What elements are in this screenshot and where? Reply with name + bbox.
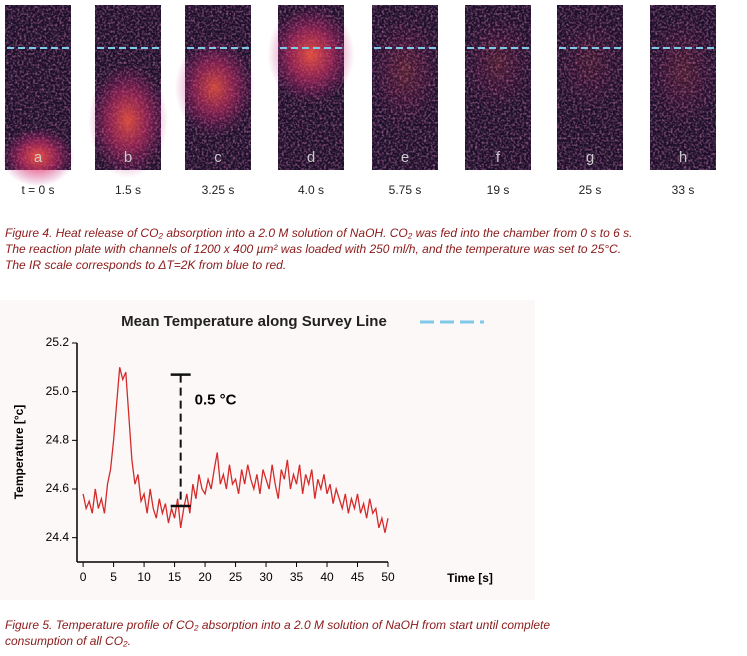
panel-time: 5.75 s <box>389 183 422 197</box>
panel-letter: c <box>214 149 222 166</box>
x-tick-label: 30 <box>259 570 273 584</box>
annotation: 0.5 °C <box>195 392 237 409</box>
panel-letter: a <box>34 149 43 166</box>
x-tick-label: 10 <box>137 570 151 584</box>
x-tick-label: 0 <box>80 570 87 584</box>
panel-time: 25 s <box>579 183 602 197</box>
y-tick-label: 24.4 <box>46 530 70 544</box>
x-axis-label: Time [s] <box>447 571 493 585</box>
panel-letter: e <box>401 149 409 166</box>
panel-time: 4.0 s <box>298 183 324 197</box>
panel-time: 1.5 s <box>115 183 141 197</box>
panel-time: 3.25 s <box>202 183 235 197</box>
y-tick-label: 24.6 <box>46 481 70 495</box>
ir-hotspot <box>553 13 627 113</box>
panel-letter: h <box>679 149 687 166</box>
panel-letter: b <box>124 149 132 166</box>
ir-hotspot <box>174 38 255 137</box>
panel-time: 33 s <box>672 183 695 197</box>
data-line <box>82 367 389 533</box>
chart-background <box>0 300 535 600</box>
x-tick-label: 20 <box>198 570 212 584</box>
caption-line: Figure 4. Heat release of CO₂ absorption… <box>5 226 632 240</box>
y-tick-label: 24.8 <box>46 433 70 447</box>
x-tick-label: 5 <box>110 570 117 584</box>
panel-letter: f <box>496 149 501 166</box>
caption-line: The IR scale corresponds to ΔT=2K from b… <box>5 258 286 272</box>
y-axis-label: Temperature [°c] <box>12 405 26 500</box>
y-tick-label: 25.2 <box>46 335 70 349</box>
x-tick-label: 35 <box>290 570 304 584</box>
y-tick-label: 25.0 <box>46 384 70 398</box>
x-tick-label: 50 <box>381 570 395 584</box>
ir-hotspot <box>267 5 355 104</box>
ir-images: a t = 0 s b 1.5 s c 3.25 s d 4.0 s e 5.75 s f 19 s g… <box>1 5 720 197</box>
ir-hotspot <box>461 13 535 113</box>
chart-title: Mean Temperature along Survey Line <box>121 313 387 330</box>
x-tick-label: 15 <box>168 570 182 584</box>
ir-hotspot <box>646 13 720 129</box>
panel-time: 19 s <box>487 183 510 197</box>
panel-time: t = 0 s <box>21 183 54 197</box>
ir-hotspot <box>1 127 75 187</box>
caption-line: consumption of all CO₂. <box>5 634 131 648</box>
x-tick-label: 25 <box>229 570 243 584</box>
caption-line: The reaction plate with channels of 1200… <box>5 242 621 256</box>
ir-hotspot <box>88 62 168 179</box>
panel-letter: g <box>586 149 594 166</box>
ir-hotspot <box>368 13 442 129</box>
panel-letter: d <box>307 149 315 166</box>
caption-line: Figure 5. Temperature profile of CO₂ abs… <box>5 618 550 632</box>
x-tick-label: 40 <box>320 570 334 584</box>
x-tick-label: 45 <box>351 570 365 584</box>
